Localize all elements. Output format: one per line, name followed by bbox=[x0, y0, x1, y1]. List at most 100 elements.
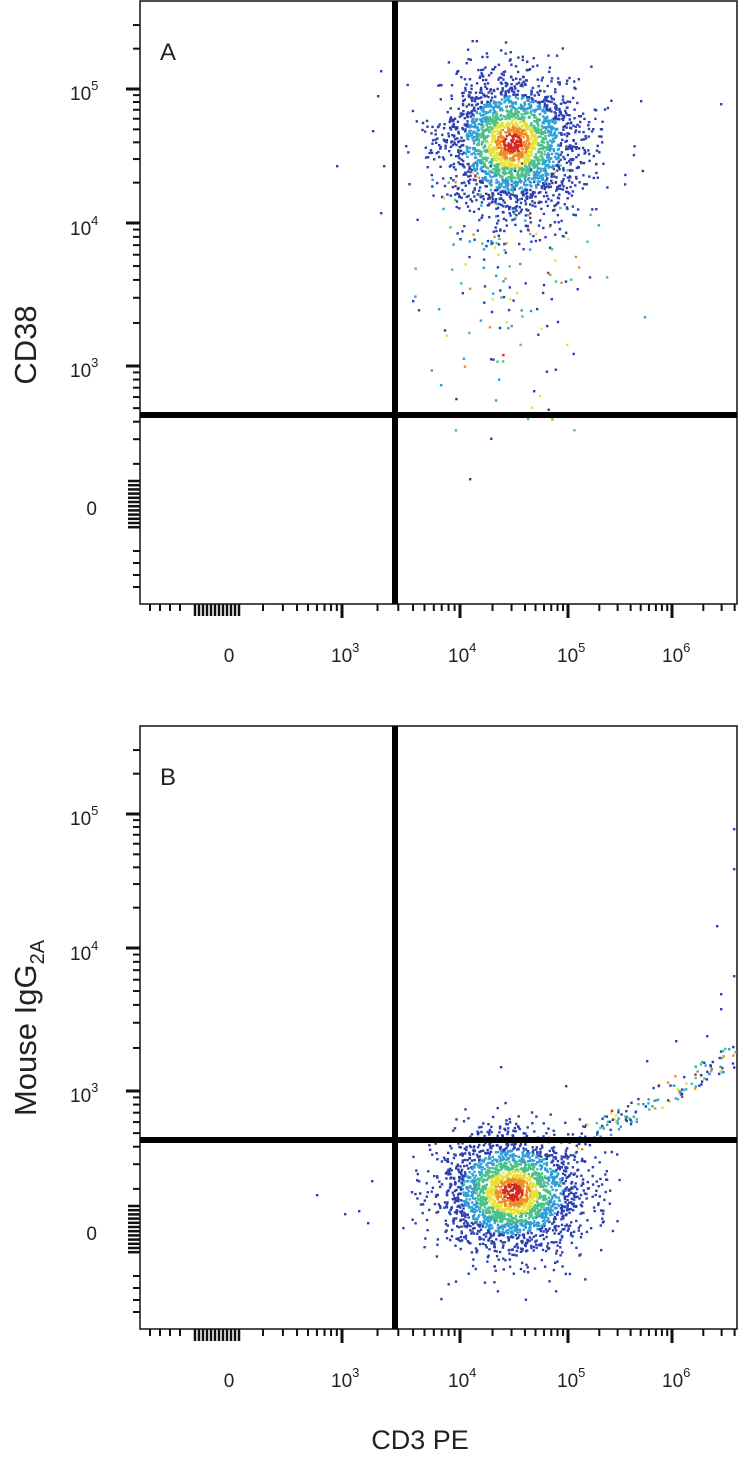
event-dot bbox=[547, 119, 550, 122]
event-dot bbox=[466, 205, 470, 208]
event-dot bbox=[493, 135, 497, 138]
event-dot bbox=[467, 175, 470, 178]
event-dot bbox=[513, 212, 516, 215]
event-dot bbox=[545, 127, 548, 131]
event-dot bbox=[557, 77, 560, 80]
event-dot bbox=[547, 1127, 550, 1130]
event-dot bbox=[462, 151, 466, 154]
event-dot bbox=[540, 150, 543, 154]
event-dot bbox=[476, 1205, 479, 1209]
event-dot bbox=[506, 1231, 510, 1235]
event-dot bbox=[509, 143, 513, 146]
event-dot bbox=[571, 1202, 574, 1206]
event-dot bbox=[525, 171, 528, 174]
event-dot bbox=[540, 1226, 544, 1229]
event-dot bbox=[506, 1157, 510, 1161]
event-dot bbox=[497, 117, 500, 120]
event-dot bbox=[560, 1158, 563, 1161]
event-dot bbox=[528, 1228, 531, 1231]
event-dot bbox=[554, 136, 557, 140]
event-dot bbox=[485, 1246, 488, 1249]
event-dot bbox=[511, 89, 514, 93]
event-dot bbox=[506, 121, 509, 124]
event-dot bbox=[620, 1113, 623, 1116]
event-dot bbox=[568, 160, 571, 163]
event-dot bbox=[560, 1234, 564, 1238]
event-dot bbox=[610, 1112, 613, 1115]
event-dot bbox=[460, 282, 463, 285]
event-dot bbox=[511, 1220, 515, 1223]
event-dot bbox=[517, 1209, 520, 1213]
event-dot bbox=[529, 106, 533, 109]
event-dot bbox=[460, 1181, 463, 1185]
event-dot bbox=[537, 1179, 541, 1182]
event-dot bbox=[491, 118, 494, 121]
event-dot bbox=[562, 1163, 565, 1166]
event-dot bbox=[556, 118, 559, 121]
event-dot bbox=[540, 1178, 543, 1182]
event-dot bbox=[511, 218, 514, 222]
event-dot bbox=[470, 87, 473, 91]
event-dot bbox=[464, 1173, 467, 1176]
event-dot bbox=[552, 160, 555, 164]
event-dot bbox=[483, 285, 487, 288]
event-dot bbox=[501, 1155, 504, 1158]
event-dot bbox=[504, 164, 508, 167]
event-dot bbox=[467, 163, 470, 166]
event-dot bbox=[693, 1087, 697, 1090]
event-dot bbox=[595, 208, 598, 211]
event-dot bbox=[542, 1188, 546, 1192]
event-dot bbox=[498, 142, 501, 146]
event-dot bbox=[515, 1254, 518, 1257]
event-dot bbox=[486, 1148, 489, 1152]
event-dot bbox=[483, 1158, 486, 1161]
event-dot bbox=[508, 1202, 511, 1205]
event-dot bbox=[585, 1192, 588, 1196]
event-dot bbox=[536, 1208, 540, 1211]
event-dot bbox=[467, 1216, 470, 1219]
event-dot bbox=[522, 1147, 525, 1150]
event-dot bbox=[504, 1259, 507, 1262]
event-dot bbox=[486, 156, 489, 160]
event-dot bbox=[514, 110, 517, 113]
event-dot bbox=[461, 144, 464, 147]
event-dot bbox=[525, 1153, 528, 1156]
event-dot bbox=[571, 1235, 574, 1238]
event-dot bbox=[525, 166, 528, 169]
event-dot bbox=[588, 175, 591, 178]
event-dot bbox=[517, 127, 521, 130]
event-dot bbox=[490, 71, 493, 75]
event-dot bbox=[536, 1179, 539, 1183]
event-dot bbox=[488, 131, 491, 134]
event-dot bbox=[445, 1237, 449, 1240]
event-dot bbox=[481, 1187, 484, 1190]
event-dot bbox=[561, 1172, 565, 1175]
event-dot bbox=[486, 117, 489, 120]
event-dot bbox=[509, 1208, 512, 1211]
event-dot bbox=[532, 109, 535, 112]
event-dot bbox=[512, 1197, 516, 1200]
event-dot bbox=[462, 1204, 465, 1207]
event-dot bbox=[508, 1224, 511, 1227]
event-dot bbox=[569, 1154, 573, 1157]
event-dot bbox=[556, 152, 560, 155]
event-dot bbox=[518, 206, 521, 209]
event-dot bbox=[565, 126, 568, 129]
event-dot bbox=[488, 1207, 491, 1210]
event-dot bbox=[449, 1212, 452, 1216]
event-dot bbox=[419, 1192, 422, 1195]
event-dot bbox=[545, 370, 549, 373]
event-dot bbox=[472, 1152, 475, 1156]
event-dot bbox=[527, 1230, 530, 1233]
event-dot bbox=[514, 127, 517, 130]
event-dot bbox=[464, 1220, 467, 1223]
event-dot bbox=[521, 116, 524, 119]
event-dot bbox=[513, 1126, 516, 1130]
event-dot bbox=[447, 1169, 451, 1173]
event-dot bbox=[524, 1211, 527, 1215]
event-dot bbox=[548, 125, 551, 129]
event-dot bbox=[523, 109, 526, 112]
event-dot bbox=[566, 197, 569, 200]
event-dot bbox=[559, 164, 562, 167]
event-dot bbox=[513, 1245, 516, 1248]
